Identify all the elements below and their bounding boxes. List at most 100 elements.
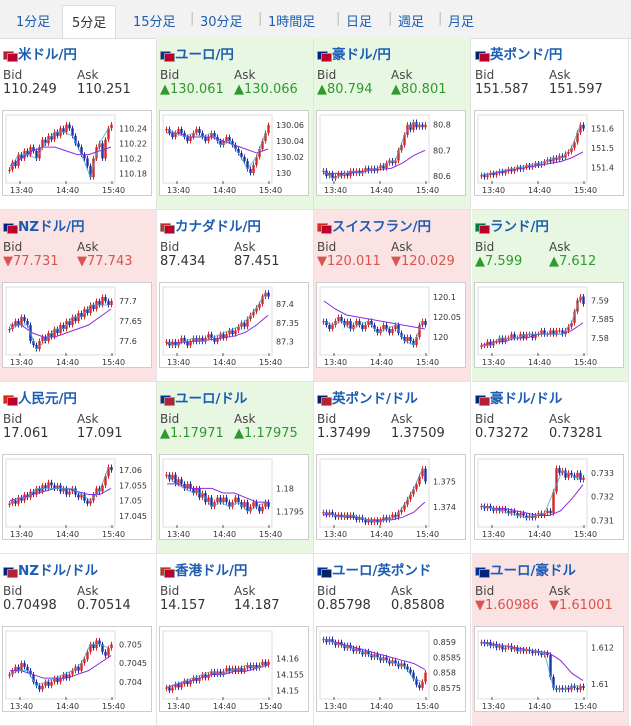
rate-card[interactable]: 英ポンド/ドル Bid Ask 1.37499 1.37509 1.375 1.374 13:… <box>314 382 471 554</box>
x-tick-label: 15:40 <box>102 186 125 195</box>
pair-name[interactable]: 人民元/円 <box>18 391 77 407</box>
price-chart[interactable]: 87.4 87.35 87.3 13:40 14:40 15:40 <box>159 282 309 368</box>
rate-card[interactable]: ユーロ/英ポンド Bid Ask 0.85798 0.85808 0.859 0.8585 0… <box>314 554 471 726</box>
price-chart[interactable]: 80.8 80.7 80.6 13:40 14:40 15:40 <box>316 110 466 196</box>
candle-body <box>74 135 77 144</box>
y-tick-label: 7.58 <box>591 334 609 343</box>
price-chart[interactable]: 120.1 120.05 120 13:40 14:40 15:40 <box>316 282 466 368</box>
plot-area <box>162 630 273 700</box>
price-chart[interactable]: 7.59 7.585 7.58 13:40 14:40 15:40 <box>474 282 624 368</box>
tab-4[interactable]: 1時間足 <box>268 15 316 30</box>
candle-body <box>107 648 110 656</box>
pair-name[interactable]: スイスフラン/円 <box>332 219 432 235</box>
pair-title[interactable]: ユーロ/円 <box>160 43 234 63</box>
candle-body <box>412 672 415 679</box>
candle-body <box>213 671 216 675</box>
candle-body <box>255 502 258 507</box>
pair-title[interactable]: 英ポンド/ドル <box>317 387 418 407</box>
candle-body <box>325 321 328 325</box>
pair-title[interactable]: ランド/円 <box>475 215 549 235</box>
price-chart[interactable]: 110.24 110.22 110.2 110.18 13:40 14:40 15:40 <box>2 110 152 196</box>
pair-name[interactable]: 英ポンド/ドル <box>332 391 418 407</box>
ask-value: ▲7.612 <box>549 254 597 269</box>
rate-card[interactable]: ユーロ/ドル Bid Ask ▲1.17971 ▲1.17975 1.18 1.1795 13… <box>157 382 314 554</box>
pair-title[interactable]: 豪ドル/ドル <box>475 387 562 407</box>
price-chart[interactable]: 0.859 0.8585 0.858 0.8575 13:40 14:40 15:40 <box>316 626 466 712</box>
x-tick-label: 14:40 <box>528 530 551 539</box>
candle-body <box>492 173 495 176</box>
price-chart[interactable]: 14.16 14.155 14.15 13:40 14:40 15:40 <box>159 626 309 712</box>
candle-body <box>44 485 47 489</box>
pair-name[interactable]: 香港ドル/円 <box>175 563 248 579</box>
rate-card[interactable]: NZドル/円 Bid Ask ▼77.731 ▼77.743 77.7 77.65 77.6 1… <box>0 210 157 382</box>
price-chart[interactable]: 0.733 0.732 0.731 13:40 14:40 15:40 <box>474 454 624 540</box>
pair-title[interactable]: ユーロ/英ポンド <box>317 559 431 579</box>
tab-6[interactable]: 週足 <box>398 15 425 30</box>
rate-card[interactable]: ユーロ/豪ドル Bid Ask ▼1.60986 ▼1.61001 1.612 1.61 13… <box>472 554 629 726</box>
tab-1[interactable]: 5分足 <box>62 5 117 38</box>
pair-name[interactable]: カナダドル/円 <box>175 219 261 235</box>
tab-7[interactable]: 月足 <box>448 15 475 30</box>
pair-title[interactable]: 米ドル/円 <box>3 43 77 63</box>
pair-title[interactable]: 豪ドル/円 <box>317 43 391 63</box>
pair-name[interactable]: ユーロ/ドル <box>175 391 248 407</box>
pair-title[interactable]: ユーロ/ドル <box>160 387 247 407</box>
pair-title[interactable]: ユーロ/豪ドル <box>475 559 576 579</box>
candle-body <box>418 684 421 688</box>
price-chart[interactable]: 151.6 151.5 151.4 13:40 14:40 15:40 <box>474 110 624 196</box>
bid-label: Bid <box>3 240 23 254</box>
pair-title[interactable]: スイスフラン/円 <box>317 215 431 235</box>
tab-5[interactable]: 日足 <box>346 15 373 30</box>
pair-title[interactable]: カナダドル/円 <box>160 215 261 235</box>
rate-card[interactable]: カナダドル/円 Bid Ask 87.434 87.451 87.4 87.35 87.3 13… <box>157 210 314 382</box>
price-chart[interactable]: 0.705 0.7045 0.704 13:40 14:40 15:40 <box>2 626 152 712</box>
price-chart[interactable]: 17.06 17.055 17.05 17.045 13:40 14:40 15:40 <box>2 454 152 540</box>
rate-card[interactable]: スイスフラン/円 Bid Ask ▼120.011 ▼120.029 120.1 120.0… <box>314 210 471 382</box>
price-chart[interactable]: 77.7 77.65 77.6 13:40 14:40 15:40 <box>2 282 152 368</box>
pair-name[interactable]: 米ドル/円 <box>18 47 77 63</box>
pair-name[interactable]: ユーロ/円 <box>175 47 234 63</box>
candle-body <box>513 169 516 172</box>
pair-name[interactable]: ユーロ/豪ドル <box>490 563 576 579</box>
candle-body <box>525 165 528 168</box>
rate-card[interactable]: ユーロ/円 Bid Ask ▲130.061 ▲130.066 130.06 130.04 1… <box>157 38 314 210</box>
candle-body <box>540 653 543 655</box>
pair-title[interactable]: NZドル/円 <box>3 215 85 235</box>
candle-body <box>246 665 249 669</box>
rate-card[interactable]: NZドル/ドル Bid Ask 0.70498 0.70514 0.705 0.7045 0.… <box>0 554 157 726</box>
tab-0[interactable]: 1分足 <box>16 15 51 30</box>
rate-card[interactable]: 豪ドル/ドル Bid Ask 0.73272 0.73281 0.733 0.732 0.73… <box>472 382 629 554</box>
price-chart[interactable]: 1.18 1.1795 13:40 14:40 15:40 <box>159 454 309 540</box>
price-chart[interactable]: 1.375 1.374 13:40 14:40 15:40 <box>316 454 466 540</box>
rate-card[interactable]: ランド/円 Bid Ask ▲7.599 ▲7.612 7.59 7.585 7.58 13:4… <box>472 210 629 382</box>
pair-name[interactable]: NZドル/ドル <box>18 563 99 579</box>
pair-title[interactable]: 英ポンド/円 <box>475 43 562 63</box>
candle-body <box>522 334 525 338</box>
candle-body <box>255 157 258 165</box>
pair-name[interactable]: 豪ドル/ドル <box>490 391 563 407</box>
tab-2[interactable]: 15分足 <box>133 15 176 30</box>
candle-body <box>237 149 240 153</box>
pair-title[interactable]: NZドル/ドル <box>3 559 98 579</box>
candle-body <box>397 150 400 161</box>
pair-name[interactable]: 豪ドル/円 <box>332 47 391 63</box>
pair-title[interactable]: 香港ドル/円 <box>160 559 247 579</box>
rate-card[interactable]: 香港ドル/円 Bid Ask 14.157 14.187 14.16 14.155 14.15… <box>157 554 314 726</box>
price-chart[interactable]: 130.06 130.04 130.02 130 13:40 14:40 15:40 <box>159 110 309 196</box>
tab-3[interactable]: 30分足 <box>200 15 243 30</box>
rate-card[interactable]: 英ポンド/円 Bid Ask 151.587 151.597 151.6 151.5 151.… <box>472 38 629 210</box>
price-chart[interactable]: 1.612 1.61 13:40 14:40 15:40 <box>474 626 624 712</box>
pair-title[interactable]: 人民元/円 <box>3 387 77 407</box>
rate-card[interactable]: 米ドル/円 Bid Ask 110.249 110.251 110.24 110.22 110… <box>0 38 157 210</box>
pair-name[interactable]: ランド/円 <box>490 219 549 235</box>
short-average-line <box>323 468 423 523</box>
candle-body <box>243 668 246 672</box>
rate-card[interactable]: 豪ドル/円 Bid Ask ▲80.794 ▲80.801 80.8 80.7 80.6 13:… <box>314 38 471 210</box>
candle-body <box>346 321 349 325</box>
rate-card[interactable]: 人民元/円 Bid Ask 17.061 17.091 17.06 17.055 17.05 1… <box>0 382 157 554</box>
candle-body <box>225 334 228 338</box>
pair-name[interactable]: 英ポンド/円 <box>490 47 563 63</box>
pair-name[interactable]: ユーロ/英ポンド <box>332 563 432 579</box>
ask-value: 0.73281 <box>549 426 603 441</box>
pair-name[interactable]: NZドル/円 <box>18 219 85 235</box>
